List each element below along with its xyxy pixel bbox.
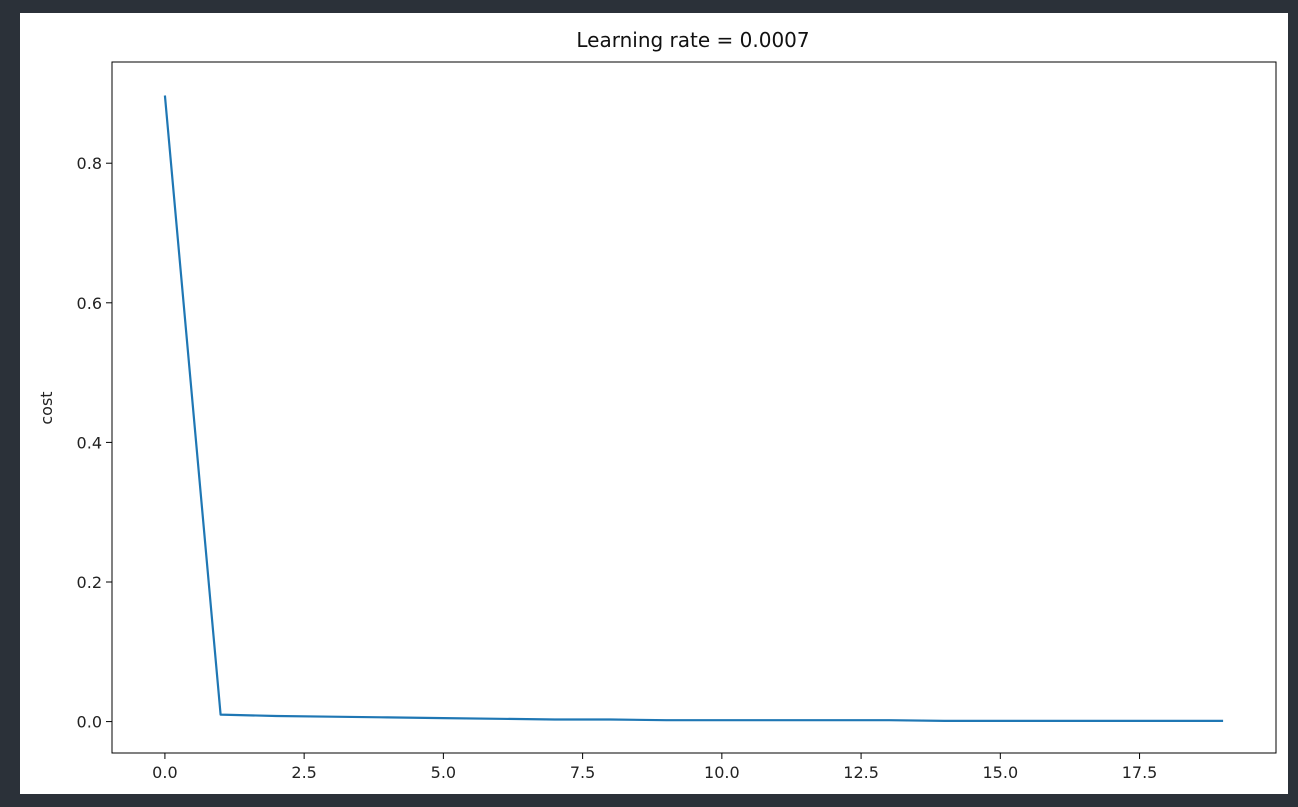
y-axis-label: cost (37, 391, 56, 424)
line-chart: Learning rate = 0.0007 0.0 2.5 5.0 7.5 10.0 1… (37, 28, 1277, 782)
chart-title: Learning rate = 0.0007 (576, 28, 809, 52)
series-line (163, 95, 1224, 722)
x-axis: 0.0 2.5 5.0 7.5 10.0 12.5 15.0 17.5 (152, 753, 1157, 782)
y-tick-label: 0.8 (77, 154, 102, 173)
x-tick-label: 2.5 (291, 763, 316, 782)
y-tick-label: 0.2 (77, 573, 102, 592)
figure-canvas: Learning rate = 0.0007 0.0 2.5 5.0 7.5 10.0 1… (20, 13, 1288, 794)
y-tick-label: 0.4 (77, 433, 102, 452)
axes-frame (111, 61, 1277, 754)
plot-content (163, 95, 1224, 722)
x-tick-label: 10.0 (704, 763, 740, 782)
x-tick-label: 0.0 (152, 763, 177, 782)
y-axis: 0.0 0.2 0.4 0.6 0.8 (77, 154, 112, 732)
x-tick-label: 12.5 (843, 763, 879, 782)
y-tick-label: 0.6 (77, 294, 102, 313)
x-tick-label: 15.0 (983, 763, 1019, 782)
x-tick-label: 17.5 (1122, 763, 1158, 782)
x-tick-label: 7.5 (570, 763, 595, 782)
y-tick-label: 0.0 (77, 713, 102, 732)
x-tick-label: 5.0 (431, 763, 456, 782)
taskbar-strip (0, 794, 1298, 807)
